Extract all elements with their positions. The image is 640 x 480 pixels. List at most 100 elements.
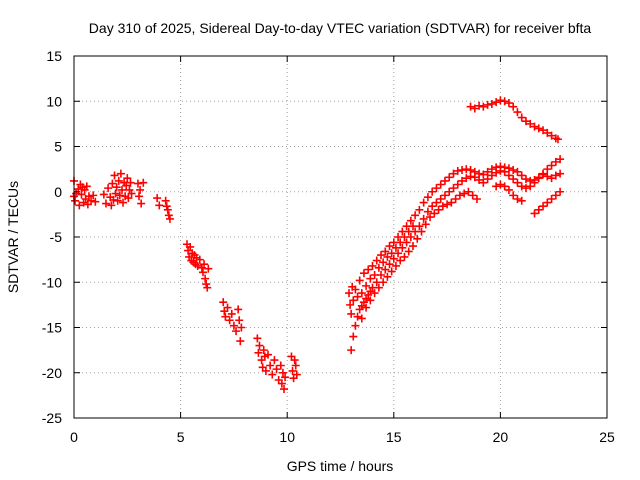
data-point (551, 157, 560, 166)
data-point (496, 96, 505, 105)
data-point (362, 303, 371, 312)
data-point (492, 168, 501, 177)
data-point (351, 285, 360, 294)
data-point (385, 260, 394, 269)
data-point (349, 296, 358, 305)
data-point (255, 341, 264, 350)
x-tick-label: 5 (177, 429, 185, 445)
data-point (370, 289, 379, 298)
data-point (362, 281, 371, 290)
data-point (77, 190, 86, 199)
data-point (235, 316, 244, 325)
data-point (509, 175, 518, 184)
y-tick-label: 0 (54, 184, 62, 200)
data-point (111, 189, 120, 198)
data-point (539, 170, 548, 179)
data-point (408, 242, 417, 251)
data-point (353, 312, 362, 321)
data-point (270, 356, 279, 365)
data-point (440, 191, 449, 200)
data-point (428, 187, 437, 196)
data-point (460, 189, 469, 198)
data-point (415, 222, 424, 231)
data-point (475, 101, 484, 110)
data-point (553, 135, 562, 144)
x-axis-title: GPS time / hours (287, 458, 394, 474)
data-point (237, 323, 246, 332)
data-point (394, 249, 403, 258)
data-point (357, 314, 366, 323)
data-point (487, 171, 496, 180)
data-point (202, 280, 211, 289)
data-point (419, 214, 428, 223)
data-point (253, 334, 262, 343)
data-point (372, 256, 381, 265)
data-point (453, 180, 462, 189)
data-point (346, 300, 355, 309)
data-point (468, 191, 477, 200)
data-point (164, 211, 173, 220)
data-point (556, 155, 565, 164)
data-point (236, 337, 245, 346)
data-point (398, 243, 407, 252)
data-point (440, 176, 449, 185)
data-point (513, 108, 522, 117)
data-point (539, 202, 548, 211)
data-point (496, 166, 505, 175)
x-tick-label: 25 (599, 429, 615, 445)
x-tick-label: 15 (386, 429, 402, 445)
data-point (479, 170, 488, 179)
data-point (357, 289, 366, 298)
data-point (368, 261, 377, 270)
data-point (379, 278, 388, 287)
data-point (281, 373, 290, 382)
data-point (204, 264, 213, 273)
data-point (288, 366, 297, 375)
data-point (234, 305, 243, 314)
data-point (470, 173, 479, 182)
data-point (547, 161, 556, 170)
data-point (483, 167, 492, 176)
data-point (261, 366, 270, 375)
data-point (517, 113, 526, 122)
data-point (402, 238, 411, 247)
data-point (292, 370, 301, 379)
data-point (509, 102, 518, 111)
data-point (504, 164, 513, 173)
data-point (449, 169, 458, 178)
data-point (123, 174, 132, 183)
data-point (133, 179, 142, 188)
data-point (496, 180, 505, 189)
data-point (504, 171, 513, 180)
data-point (417, 227, 426, 236)
data-point (517, 182, 526, 191)
data-point (112, 183, 121, 192)
data-point (163, 205, 172, 214)
data-point (483, 100, 492, 109)
data-point (396, 256, 405, 265)
data-point (421, 220, 430, 229)
x-tick-label: 10 (279, 429, 295, 445)
data-point (400, 252, 409, 261)
data-point (458, 176, 467, 185)
data-point (543, 165, 552, 174)
data-point (472, 194, 481, 203)
data-point (547, 131, 556, 140)
x-tick-label: 20 (493, 429, 509, 445)
data-point (547, 174, 556, 183)
data-point (272, 365, 281, 374)
data-point (443, 200, 452, 209)
data-point (122, 181, 131, 190)
data-point (227, 309, 236, 318)
data-point (381, 265, 390, 274)
data-point (509, 166, 518, 175)
data-point (513, 167, 522, 176)
data-point (406, 233, 415, 241)
data-point (504, 99, 513, 108)
y-tick-label: -10 (42, 274, 62, 290)
data-point (458, 166, 467, 175)
data-point (203, 283, 212, 292)
data-point (509, 191, 518, 200)
data-point (366, 296, 375, 305)
